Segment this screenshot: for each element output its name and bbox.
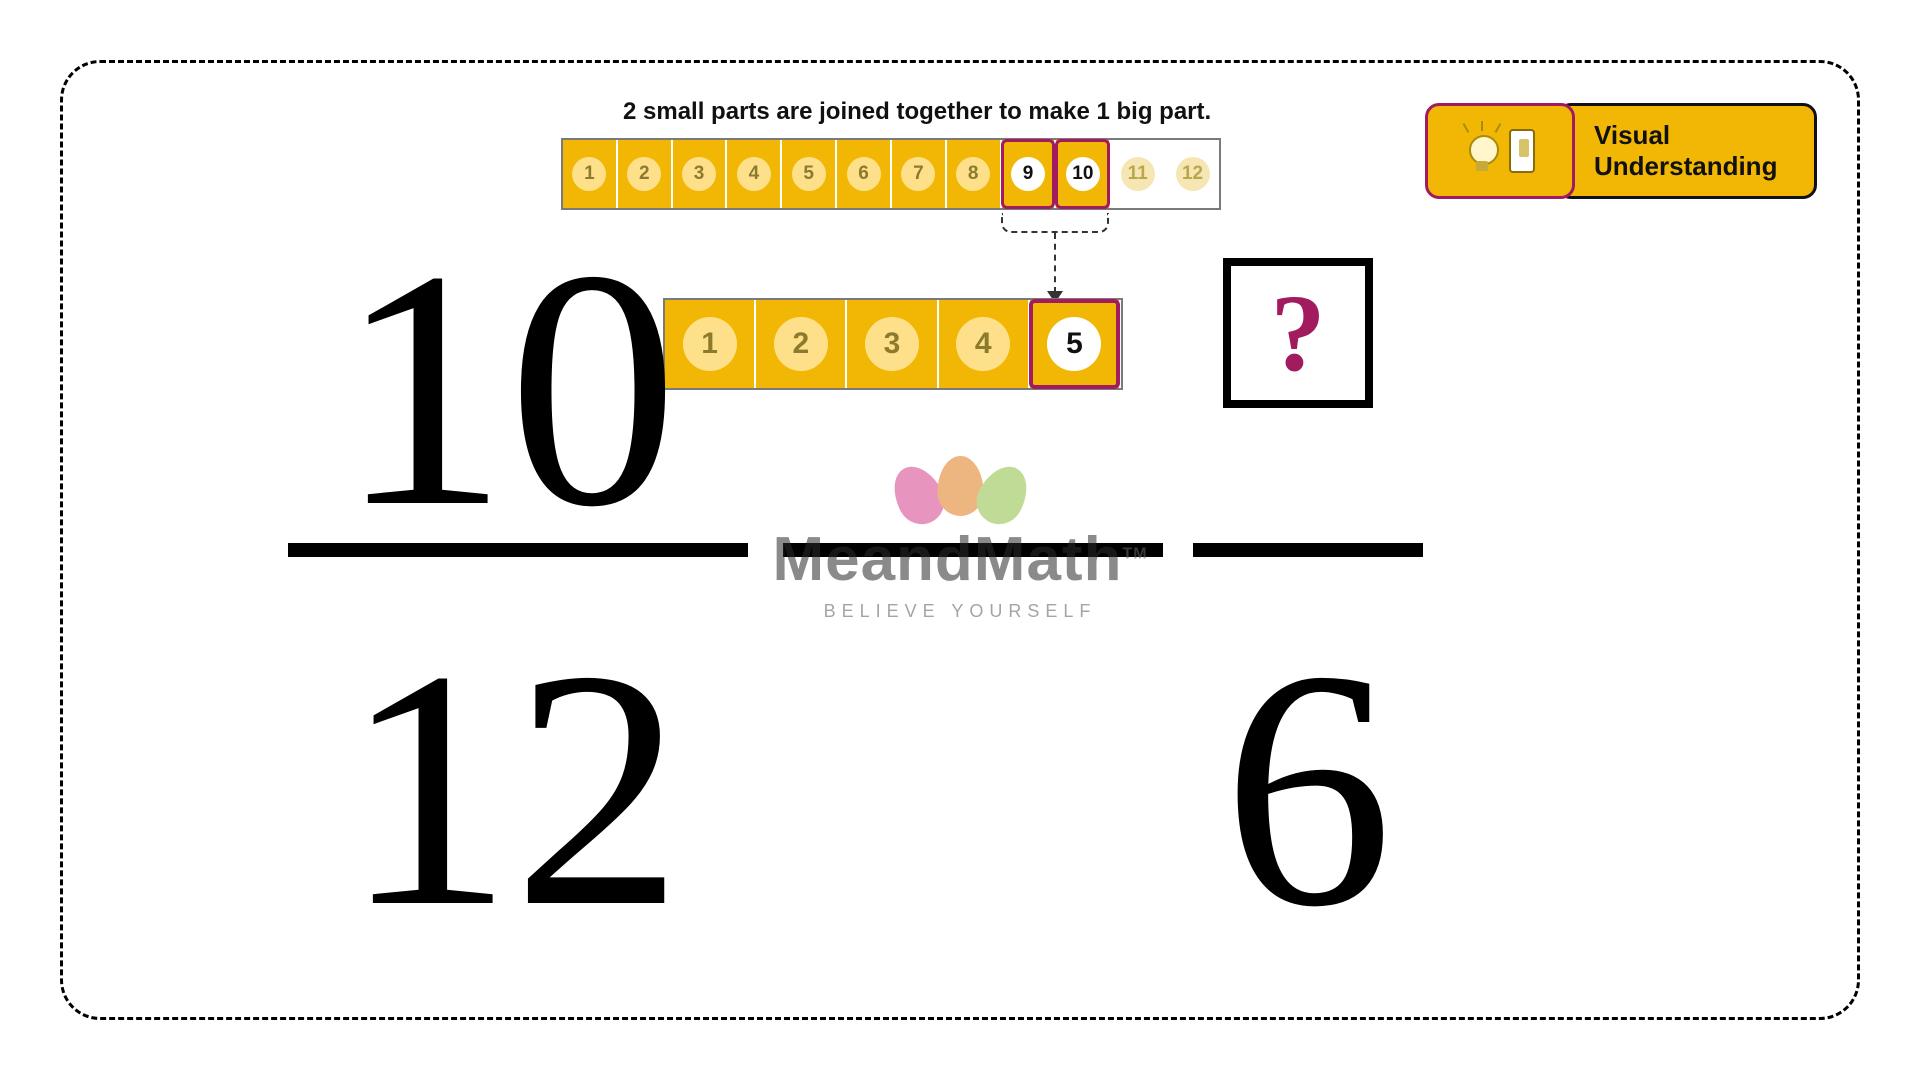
- twelfth-cell: 12: [1166, 140, 1219, 208]
- lightswitch-icon: [1509, 129, 1535, 173]
- cell-number: 3: [682, 157, 716, 191]
- cell-number: 9: [1011, 157, 1045, 191]
- cell-number: 6: [847, 157, 881, 191]
- cell-number: 10: [1066, 157, 1100, 191]
- cell-number: 5: [1047, 317, 1101, 371]
- join-arrow-line: [1054, 233, 1056, 293]
- cell-number: 4: [737, 157, 771, 191]
- cell-number: 4: [956, 317, 1010, 371]
- twelfth-cell: 6: [837, 140, 892, 208]
- left-numerator: 10: [338, 193, 678, 584]
- cell-number: 12: [1176, 157, 1210, 191]
- cell-number: 1: [683, 317, 737, 371]
- left-fraction-bar: [288, 543, 748, 557]
- cell-number: 3: [865, 317, 919, 371]
- visual-understanding-icon: [1425, 103, 1575, 199]
- watermark-title: MeandMath: [772, 525, 1122, 594]
- visual-understanding-label: Visual Understanding: [1557, 103, 1817, 199]
- twelfth-cell: 9: [1002, 140, 1057, 208]
- cell-number: 5: [792, 157, 826, 191]
- twelfth-cell: 11: [1111, 140, 1166, 208]
- lesson-frame: 2 small parts are joined together to mak…: [60, 60, 1860, 1020]
- left-denominator: 12: [343, 593, 683, 984]
- badge-line2: Understanding: [1594, 151, 1784, 182]
- twelfth-cell: 7: [892, 140, 947, 208]
- twelfth-cell: 8: [947, 140, 1002, 208]
- sixth-cell: 5: [1030, 300, 1121, 388]
- twelfth-cell: 4: [727, 140, 782, 208]
- middle-fraction-bar: [783, 543, 1163, 557]
- cell-number: 7: [901, 157, 935, 191]
- cell-number: 2: [627, 157, 661, 191]
- join-bracket: [1001, 213, 1109, 233]
- answer-placeholder: ?: [1271, 270, 1326, 397]
- badge-line1: Visual: [1594, 120, 1784, 151]
- twelfth-cell: 5: [782, 140, 837, 208]
- sixth-cell: 4: [939, 300, 1030, 388]
- cell-number: 8: [956, 157, 990, 191]
- sixths-shaded-strip: 12345: [663, 298, 1123, 390]
- watermark: MeandMathTM BELIEVE YOURSELF: [772, 458, 1147, 622]
- lightbulb-icon: [1465, 129, 1499, 173]
- answer-box[interactable]: ?: [1223, 258, 1373, 408]
- cell-number: 11: [1121, 157, 1155, 191]
- twelfth-cell: 3: [673, 140, 728, 208]
- cell-number: 1: [572, 157, 606, 191]
- twelfth-cell: 10: [1056, 140, 1111, 208]
- sixth-cell: 3: [847, 300, 938, 388]
- right-denominator: 6: [1223, 593, 1393, 984]
- cell-number: 2: [774, 317, 828, 371]
- sixth-cell: 2: [756, 300, 847, 388]
- visual-understanding-badge[interactable]: Visual Understanding: [1425, 103, 1817, 199]
- watermark-flower-icon: [772, 458, 1147, 518]
- sixth-cell: 1: [665, 300, 756, 388]
- watermark-sub: BELIEVE YOURSELF: [772, 601, 1147, 622]
- caption-text: 2 small parts are joined together to mak…: [623, 98, 1211, 126]
- right-fraction-bar: [1193, 543, 1423, 557]
